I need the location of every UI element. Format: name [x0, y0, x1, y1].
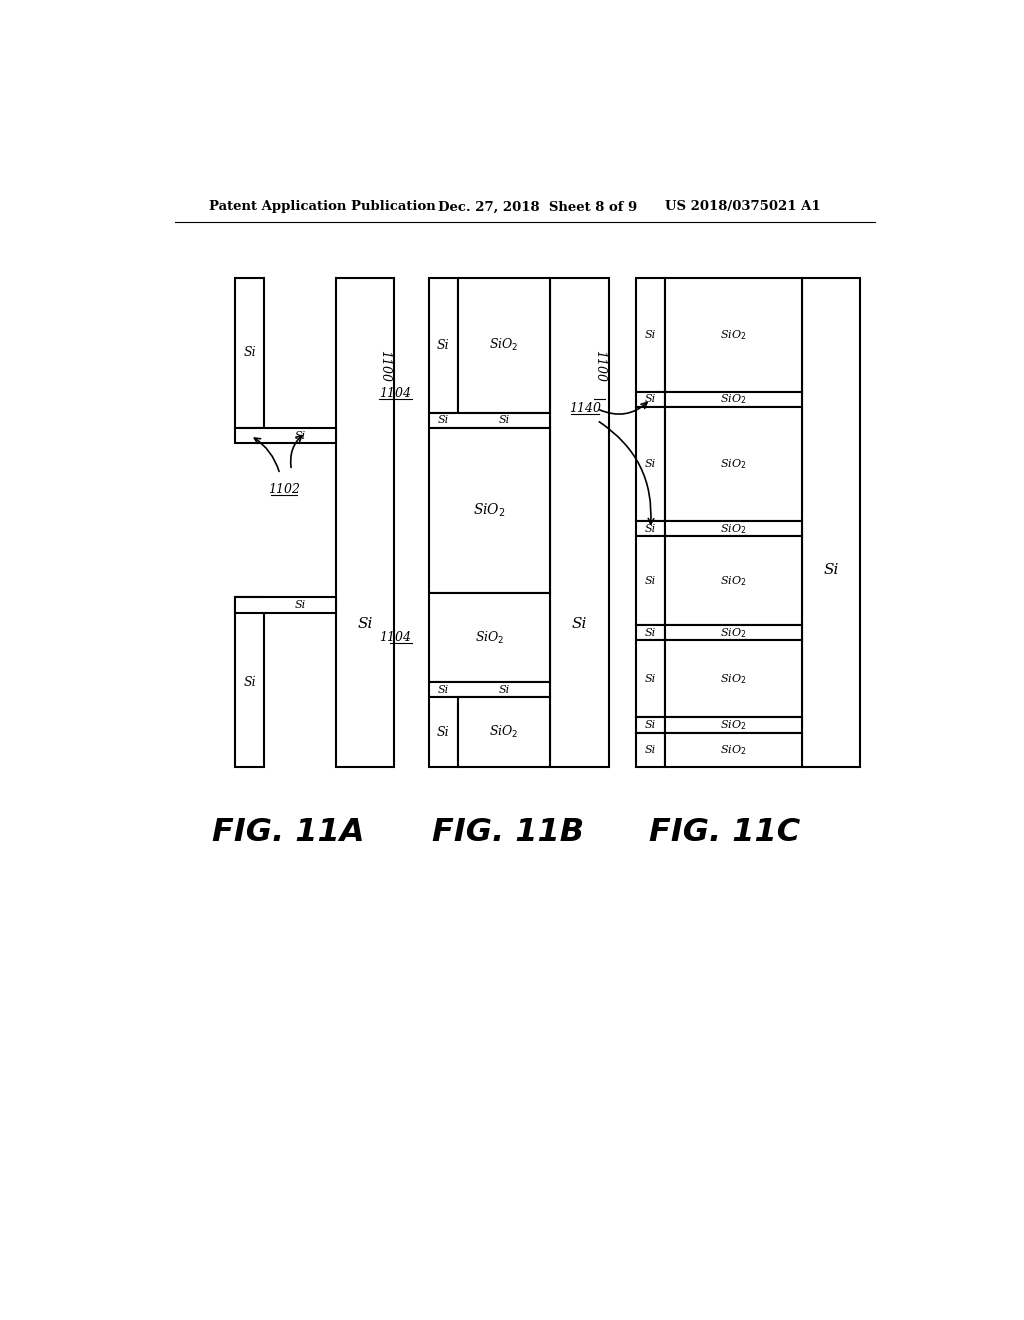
- Bar: [550, 277, 608, 767]
- Text: FIG. 11A: FIG. 11A: [212, 817, 365, 847]
- Bar: [429, 413, 550, 428]
- Text: Si: Si: [571, 618, 587, 631]
- Bar: [429, 428, 550, 594]
- Text: 1102: 1102: [267, 483, 300, 496]
- Bar: [234, 277, 264, 428]
- Text: Si: Si: [438, 685, 449, 694]
- Text: Si: Si: [645, 721, 656, 730]
- Text: Patent Application Publication: Patent Application Publication: [209, 201, 436, 214]
- Bar: [665, 277, 802, 392]
- Bar: [429, 682, 550, 697]
- Text: SiO$_2$: SiO$_2$: [721, 392, 746, 407]
- Bar: [802, 277, 860, 767]
- Bar: [665, 626, 802, 640]
- Bar: [636, 392, 665, 407]
- Text: Si: Si: [645, 459, 656, 469]
- Bar: [234, 428, 336, 444]
- Text: 1104: 1104: [379, 387, 411, 400]
- Text: SiO$_2$: SiO$_2$: [721, 672, 746, 686]
- Text: Si: Si: [645, 395, 656, 404]
- Text: SiO$_2$: SiO$_2$: [489, 337, 519, 354]
- Bar: [665, 521, 802, 536]
- Bar: [458, 697, 550, 767]
- Text: SiO$_2$: SiO$_2$: [475, 630, 504, 645]
- Text: 1140: 1140: [569, 403, 601, 416]
- Text: Si: Si: [823, 564, 839, 577]
- Text: FIG. 11C: FIG. 11C: [649, 817, 801, 847]
- Text: US 2018/0375021 A1: US 2018/0375021 A1: [665, 201, 820, 214]
- Bar: [665, 407, 802, 521]
- Text: Si: Si: [437, 726, 450, 739]
- Text: Si: Si: [645, 576, 656, 586]
- Text: Si: Si: [645, 628, 656, 638]
- Text: Si: Si: [244, 346, 256, 359]
- Bar: [636, 640, 665, 718]
- Bar: [665, 392, 802, 407]
- Bar: [458, 277, 550, 412]
- Text: FIG. 11B: FIG. 11B: [432, 817, 584, 847]
- Bar: [234, 597, 336, 612]
- Bar: [234, 597, 264, 767]
- Bar: [636, 521, 665, 536]
- Bar: [429, 594, 550, 682]
- Text: 1100: 1100: [378, 350, 391, 383]
- Text: Si: Si: [437, 339, 450, 351]
- Text: Si: Si: [499, 685, 510, 694]
- Text: Si: Si: [499, 416, 510, 425]
- Text: SiO$_2$: SiO$_2$: [721, 718, 746, 733]
- Text: SiO$_2$: SiO$_2$: [721, 574, 746, 587]
- Text: SiO$_2$: SiO$_2$: [473, 502, 506, 519]
- Bar: [636, 407, 665, 521]
- Text: Si: Si: [357, 618, 373, 631]
- Bar: [665, 536, 802, 626]
- Bar: [636, 718, 665, 733]
- Text: Si: Si: [645, 675, 656, 684]
- Text: 1100: 1100: [593, 350, 606, 383]
- Text: SiO$_2$: SiO$_2$: [721, 743, 746, 756]
- Text: Si: Si: [438, 416, 449, 425]
- Text: SiO$_2$: SiO$_2$: [489, 723, 519, 741]
- Bar: [636, 536, 665, 626]
- Text: SiO$_2$: SiO$_2$: [721, 327, 746, 342]
- Bar: [665, 718, 802, 733]
- Bar: [636, 626, 665, 640]
- Bar: [636, 733, 665, 767]
- Bar: [665, 733, 802, 767]
- Bar: [336, 277, 394, 767]
- Text: Si: Si: [645, 524, 656, 533]
- Text: SiO$_2$: SiO$_2$: [721, 457, 746, 471]
- Bar: [429, 277, 458, 412]
- Text: 1104: 1104: [379, 631, 411, 644]
- Text: Si: Si: [295, 430, 306, 441]
- Bar: [636, 277, 665, 392]
- Bar: [429, 697, 458, 767]
- Text: SiO$_2$: SiO$_2$: [721, 521, 746, 536]
- Text: Si: Si: [295, 601, 306, 610]
- Text: SiO$_2$: SiO$_2$: [721, 626, 746, 640]
- Text: Si: Si: [244, 676, 256, 689]
- Text: Dec. 27, 2018  Sheet 8 of 9: Dec. 27, 2018 Sheet 8 of 9: [438, 201, 637, 214]
- Text: Si: Si: [645, 744, 656, 755]
- Bar: [665, 640, 802, 718]
- Text: Si: Si: [645, 330, 656, 339]
